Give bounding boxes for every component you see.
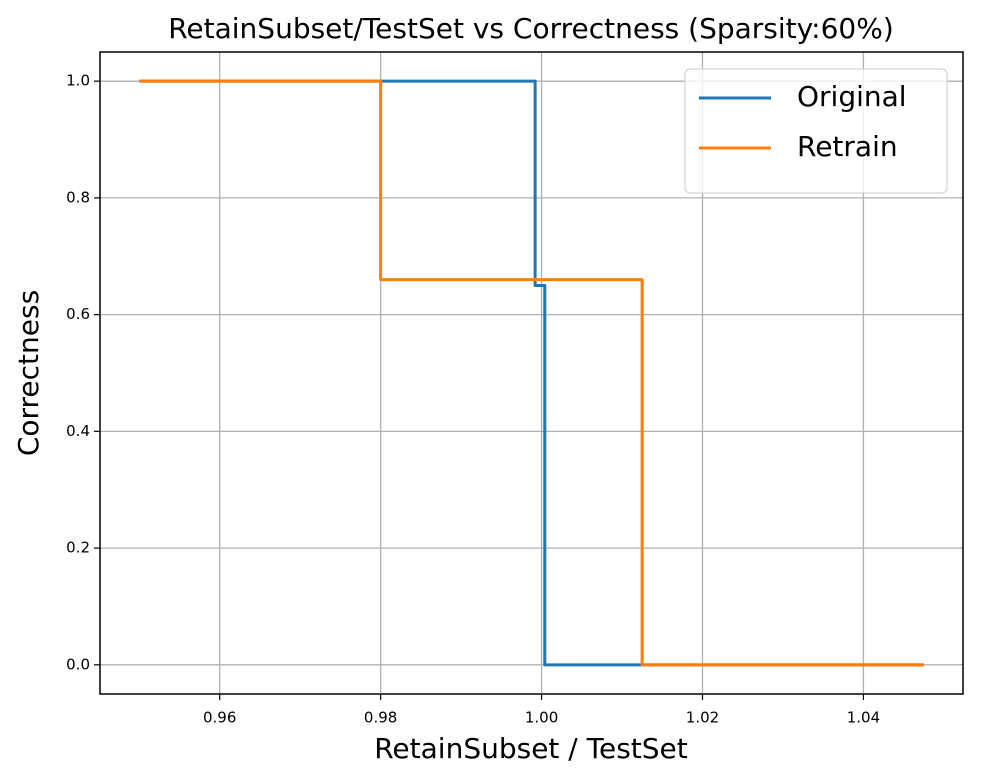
legend-label: Original: [797, 80, 907, 113]
y-tick-label: 0.4: [66, 422, 90, 440]
y-tick-label: 0.6: [66, 305, 90, 323]
data-line: [139, 79, 924, 667]
x-axis-label: RetainSubset / TestSet: [374, 732, 688, 765]
x-tick-label: 0.98: [364, 709, 397, 727]
legend-box: [684, 68, 948, 194]
y-tick-label: 0.2: [66, 539, 90, 557]
plot-frame: [99, 51, 964, 695]
y-axis-label: Correctness: [12, 290, 45, 456]
x-tick-label: 1.04: [847, 709, 880, 727]
legend-label: Retrain: [797, 130, 898, 163]
legend: Original Retrain: [684, 68, 948, 194]
x-tick-label: 1.00: [525, 709, 558, 727]
y-tick-label: 1.0: [66, 72, 90, 90]
y-tick-label: 0.8: [66, 188, 90, 206]
data-line: [139, 79, 924, 667]
chart-title: RetainSubset/TestSet vs Correctness (Spa…: [168, 12, 894, 45]
x-tick-label: 1.02: [686, 709, 719, 727]
y-tick-label: 0.0: [66, 655, 90, 673]
x-tick-label: 0.96: [203, 709, 236, 727]
